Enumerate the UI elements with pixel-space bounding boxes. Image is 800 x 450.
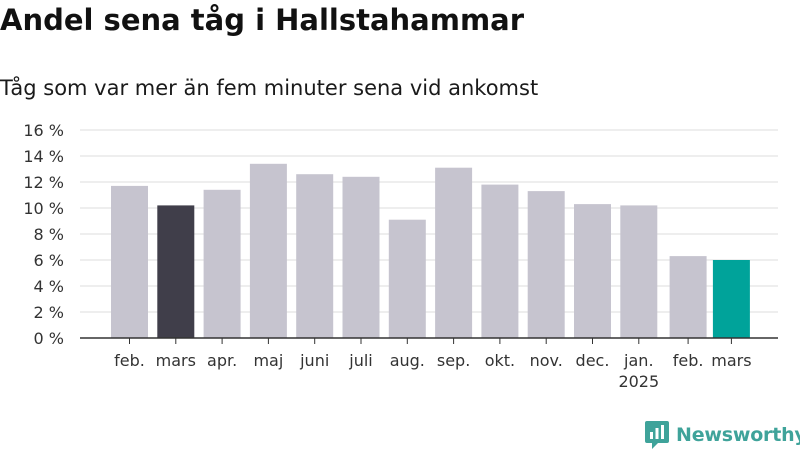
y-tick-label: 6 % [34,251,64,270]
x-tick-label: mars [156,351,196,370]
bar [712,260,750,338]
brand-name: Newsworthy [676,424,800,446]
y-tick-label: 8 % [34,225,64,244]
bar [296,174,334,338]
x-tick-label: feb. [114,351,145,370]
bar [435,167,473,338]
y-tick-label: 2 % [34,303,64,322]
y-tick-label: 16 % [23,121,64,140]
x-tick-label: dec. [576,351,610,370]
newsworthy-logo-icon [645,421,669,449]
brand-logo: Newsworthy [644,420,800,450]
x-tick-label: aug. [390,351,425,370]
bar [481,184,519,338]
x-tick-label: mars [711,351,751,370]
y-tick-label: 0 % [34,329,64,348]
bar [203,189,241,338]
y-tick-label: 10 % [23,199,64,218]
x-tick-label: maj [253,351,283,370]
bars [111,163,750,338]
bar [249,163,287,338]
x-tick-label: sep. [437,351,470,370]
bar [669,256,707,338]
x-tick-label: okt. [485,351,515,370]
y-tick-label: 14 % [23,147,64,166]
x-tick-label: jan. [623,351,653,370]
bar [157,205,195,338]
x-tick-label: apr. [207,351,237,370]
bar [388,219,426,338]
axes [80,337,778,344]
x-tick-label: juli [348,351,372,370]
bar [574,204,611,338]
bar [620,205,658,338]
gridlines [80,129,778,313]
bar [342,176,380,338]
axis-labels: 0 %2 %4 %6 %8 %10 %12 %14 %16 %feb. mars a… [23,121,751,391]
x-year-label: 2025 [618,372,659,391]
x-tick-label: feb. [673,351,704,370]
bar [111,185,148,338]
x-tick-label: juni [299,351,329,370]
bar [527,191,565,338]
y-tick-label: 12 % [23,173,64,192]
x-tick-label: nov. [530,351,563,370]
chart-title: Andel sena tåg i Hallstahammar [0,3,525,37]
chart-subtitle: Tåg som var mer än fem minuter sena vid … [0,76,539,100]
y-tick-label: 4 % [34,277,64,296]
